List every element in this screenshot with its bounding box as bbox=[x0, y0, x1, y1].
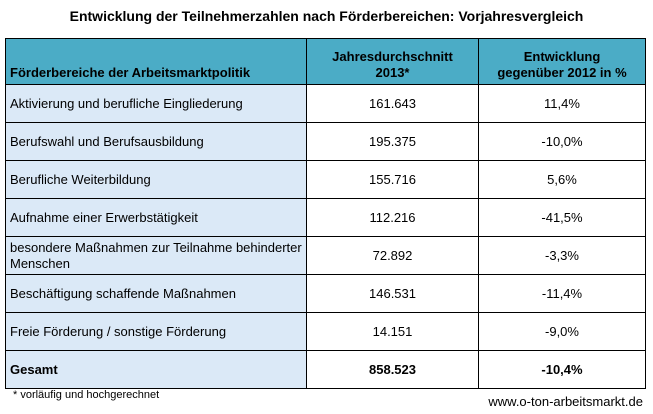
total-value: 858.523 bbox=[306, 350, 479, 389]
header-category: Förderbereiche der Arbeitsmarktpolitik bbox=[5, 38, 307, 85]
row-change: -10,0% bbox=[478, 122, 646, 161]
row-change: -41,5% bbox=[478, 198, 646, 237]
row-change: -3,3% bbox=[478, 236, 646, 275]
row-category: Aktivierung und berufliche Eingliederung bbox=[5, 84, 307, 123]
row-value: 195.375 bbox=[306, 122, 479, 161]
row-category: Freie Förderung / sonstige Förderung bbox=[5, 312, 307, 351]
row-category: Beschäftigung schaffende Maßnahmen bbox=[5, 274, 307, 313]
header-average: Jahresdurchschnitt 2013* bbox=[306, 38, 479, 85]
footnote: * vorläufig und hochgerechnet bbox=[13, 389, 160, 401]
table-row: Freie Förderung / sonstige Förderung 14.… bbox=[5, 312, 646, 351]
header-development-line1: Entwicklung bbox=[523, 49, 601, 64]
table-row: besondere Maßnahmen zur Teilnahme behind… bbox=[5, 236, 646, 275]
row-value: 14.151 bbox=[306, 312, 479, 351]
header-development-line2: gegenüber 2012 in % bbox=[497, 65, 627, 80]
table-row: Aufnahme einer Erwerbstätigkeit 112.216 … bbox=[5, 198, 646, 237]
total-change: -10,4% bbox=[478, 350, 646, 389]
row-change: -11,4% bbox=[478, 274, 646, 313]
row-value: 161.643 bbox=[306, 84, 479, 123]
row-value: 72.892 bbox=[306, 236, 479, 275]
header-average-line2: 2013* bbox=[375, 65, 410, 80]
header-average-line1: Jahresdurchschnitt bbox=[332, 49, 453, 64]
row-category: Aufnahme einer Erwerbstätigkeit bbox=[5, 198, 307, 237]
row-category: Berufliche Weiterbildung bbox=[5, 160, 307, 199]
row-change: 11,4% bbox=[478, 84, 646, 123]
row-category: Berufswahl und Berufsausbildung bbox=[5, 122, 307, 161]
table-title: Entwicklung der Teilnehmerzahlen nach Fö… bbox=[69, 8, 584, 24]
table-row: Beschäftigung schaffende Maßnahmen 146.5… bbox=[5, 274, 646, 313]
header-development: Entwicklung gegenüber 2012 in % bbox=[478, 38, 646, 85]
table-row: Aktivierung und berufliche Eingliederung… bbox=[5, 84, 646, 123]
row-change: 5,6% bbox=[478, 160, 646, 199]
row-value: 146.531 bbox=[306, 274, 479, 313]
row-value: 112.216 bbox=[306, 198, 479, 237]
table-row: Berufliche Weiterbildung 155.716 5,6% bbox=[5, 160, 646, 199]
website-credit: www.o-ton-arbeitsmarkt.de bbox=[488, 394, 643, 409]
row-value: 155.716 bbox=[306, 160, 479, 199]
row-change: -9,0% bbox=[478, 312, 646, 351]
total-row: Gesamt 858.523 -10,4% bbox=[5, 350, 646, 389]
table-row: Berufswahl und Berufsausbildung 195.375 … bbox=[5, 122, 646, 161]
row-category: besondere Maßnahmen zur Teilnahme behind… bbox=[5, 236, 307, 275]
participants-table: Förderbereiche der Arbeitsmarktpolitik J… bbox=[5, 38, 646, 389]
header-row: Förderbereiche der Arbeitsmarktpolitik J… bbox=[5, 38, 646, 85]
total-category: Gesamt bbox=[5, 350, 307, 389]
